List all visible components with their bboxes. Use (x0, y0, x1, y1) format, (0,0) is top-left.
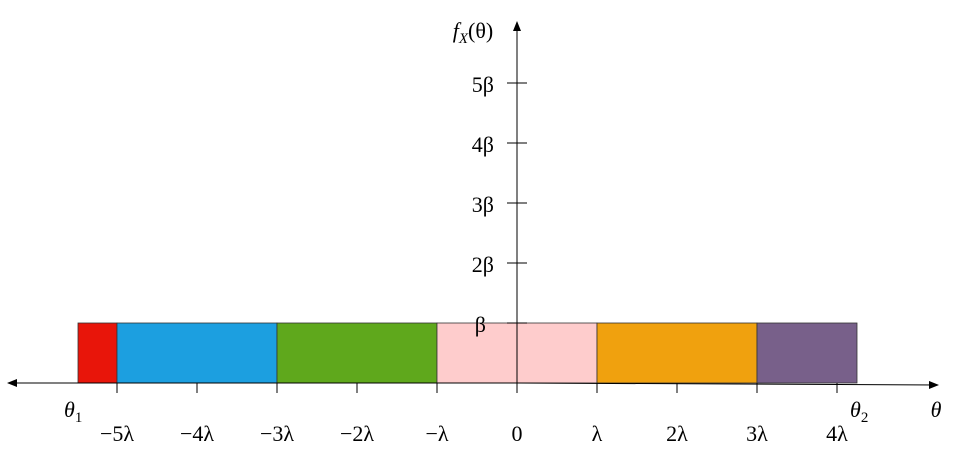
ticks: −5λ −4λ −3λ −2λ −λ 0 λ 2λ 3λ 4λ β 2β 3β 4β 5β (100, 72, 848, 446)
bound-label: θ2 (850, 397, 868, 426)
x-tick-label: 0 (512, 421, 523, 446)
segment (276, 322, 438, 384)
bound-label: θ1 (64, 397, 82, 426)
x-tick-label: 2λ (666, 421, 688, 446)
x-tick-label: λ (592, 421, 603, 446)
x-tick-label: 4λ (826, 421, 848, 446)
x-tick-label: 3λ (746, 421, 768, 446)
x-tick-label: −λ (425, 421, 448, 446)
segment (77, 322, 118, 384)
y-tick-label: 4β (472, 132, 494, 157)
y-tick-label: 3β (472, 192, 494, 217)
segment (596, 322, 758, 384)
x-tick-label: −4λ (180, 421, 214, 446)
y-tick-label: 5β (472, 72, 494, 97)
segment (756, 322, 858, 384)
x-axis-right (516, 380, 939, 389)
y-tick-label: β (475, 312, 486, 337)
y-tick-label: 2β (472, 252, 494, 277)
x-tick-label: −5λ (100, 421, 134, 446)
segment (116, 322, 278, 384)
x-tick-label: −3λ (260, 421, 294, 446)
x-tick-label: −2λ (340, 421, 374, 446)
y-axis-label: fX(θ) (453, 18, 494, 47)
x-axis-label: θ (931, 397, 942, 422)
